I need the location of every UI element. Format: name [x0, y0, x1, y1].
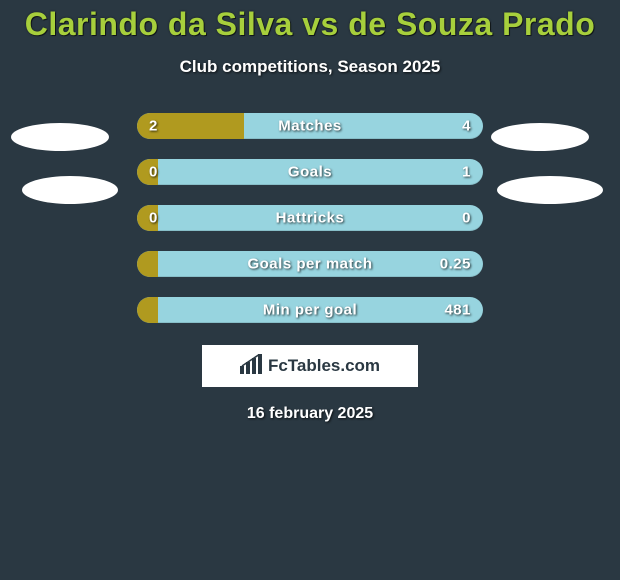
stat-bar: 0 Goals 1 — [137, 159, 483, 185]
stat-bar: 2 Matches 4 — [137, 113, 483, 139]
side-ellipse — [497, 176, 603, 204]
stat-right-value: 4 — [462, 118, 471, 135]
stat-bar: Goals per match 0.25 — [137, 251, 483, 277]
chart-wrapper: Clarindo da Silva vs de Souza Prado Club… — [0, 0, 620, 580]
date-line: 16 february 2025 — [0, 405, 620, 423]
stat-right-value: 0.25 — [440, 256, 471, 273]
page-title: Clarindo da Silva vs de Souza Prado — [0, 0, 620, 43]
stat-bar: Min per goal 481 — [137, 297, 483, 323]
side-ellipse — [22, 176, 118, 204]
logo-chart-icon — [240, 354, 264, 379]
stat-label: Hattricks — [276, 210, 345, 227]
stat-right-value: 1 — [462, 164, 471, 181]
stat-right-value: 481 — [444, 302, 471, 319]
side-ellipse — [491, 123, 589, 151]
logo-text: FcTables.com — [268, 356, 380, 376]
stat-left-value: 2 — [149, 118, 158, 135]
stat-right-value: 0 — [462, 210, 471, 227]
stat-left-value: 0 — [149, 164, 158, 181]
stat-label: Goals per match — [247, 256, 372, 273]
stat-label: Matches — [278, 118, 342, 135]
stat-left-value: 0 — [149, 210, 158, 227]
page-subtitle: Club competitions, Season 2025 — [0, 57, 620, 77]
logo-box: FcTables.com — [202, 345, 418, 387]
stat-bar-left-fill — [137, 297, 158, 323]
side-ellipse — [11, 123, 109, 151]
stat-bars: 2 Matches 4 0 Goals 1 0 Hattricks 0 Goals per mat… — [137, 113, 483, 323]
stat-label: Min per goal — [263, 302, 357, 319]
stat-bar: 0 Hattricks 0 — [137, 205, 483, 231]
stat-bar-left-fill — [137, 251, 158, 277]
stat-label: Goals — [288, 164, 332, 181]
